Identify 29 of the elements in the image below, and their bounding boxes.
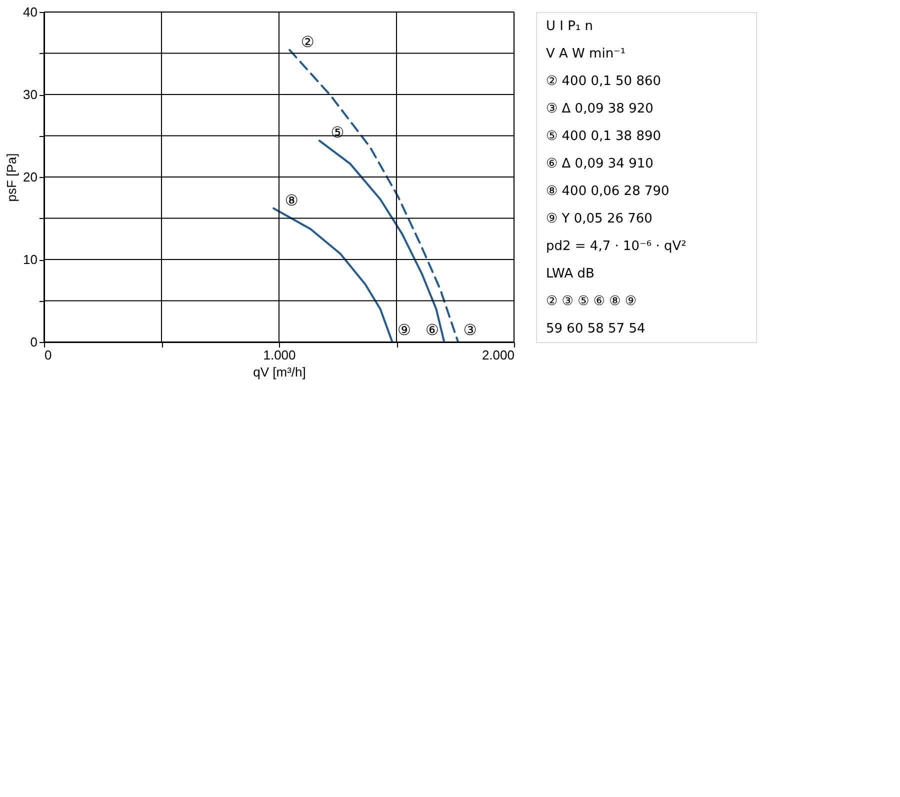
series-label: ② [300, 32, 314, 51]
text: ⑥ Δ 0,09 34 910 [546, 156, 654, 172]
y-tick-label: 10 [23, 252, 38, 267]
text: ② ③ ⑤ ⑥ ⑧ ⑨ [546, 294, 637, 309]
x-tick-label: 2.000 [482, 348, 514, 362]
annotation: ⑥ [425, 321, 439, 339]
y-axis-title: psF [Pa] [4, 153, 20, 202]
x-axis-title: qV [m³/h] [253, 364, 306, 380]
line-series [272, 207, 394, 342]
annotation: ⑨ [398, 321, 411, 339]
text: ⑧ 400 0,06 28 790 [546, 184, 670, 199]
text: 59 60 58 57 54 [546, 321, 646, 336]
text: ⑨ Y 0,05 26 760 [546, 211, 652, 226]
text: pd2 = 4,7 · 10⁻⁶ · qV² [546, 238, 686, 254]
y-tick-label: 40 [23, 4, 38, 20]
text: U I P₁ n [546, 18, 594, 34]
line-series [318, 140, 446, 342]
text: ⑤ 400 0,1 38 890 [546, 128, 662, 144]
text: V A W min⁻¹ [546, 46, 626, 62]
series-label: ⑧ [284, 191, 298, 210]
y-tick-label: 30 [23, 87, 38, 102]
y-tick-label: 20 [23, 170, 38, 184]
text: ② 400 0,1 50 860 [546, 74, 662, 89]
x-tick-label: 1.000 [263, 348, 296, 362]
annotation: ③ [463, 321, 477, 339]
x-tick-label: 0 [44, 348, 52, 362]
text: LWA dB [546, 266, 594, 282]
text: ③ Δ 0,09 38 920 [546, 101, 654, 116]
y-tick-label: 0 [30, 334, 38, 350]
